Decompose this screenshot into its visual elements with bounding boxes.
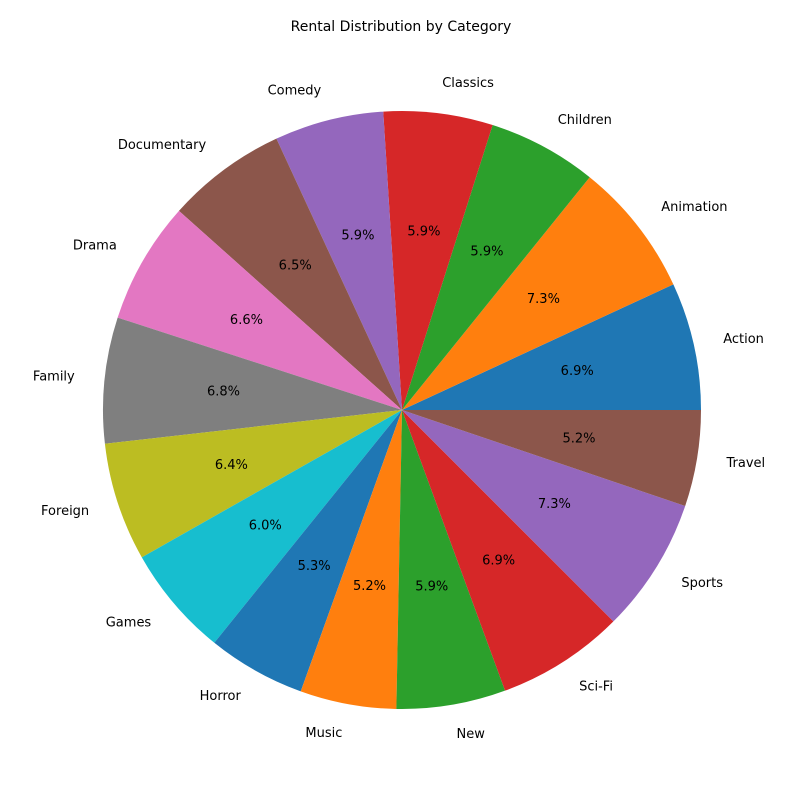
slice-percent-family: 6.8% (207, 384, 240, 399)
slice-label-animation: Animation (661, 200, 727, 215)
pie-slice-new (396, 410, 506, 710)
slice-label-travel: Travel (726, 456, 766, 471)
slice-percent-animation: 7.3% (527, 292, 560, 307)
pie-slice-sci-fi (402, 410, 614, 691)
slice-label-sports: Sports (681, 576, 723, 591)
pie-slice-comedy (276, 111, 402, 410)
slice-percent-documentary: 6.5% (279, 258, 312, 273)
slice-label-drama: Drama (73, 239, 117, 254)
pie-slice-foreign (104, 410, 402, 558)
slice-label-new: New (457, 727, 486, 742)
chart-title: Rental Distribution by Category (291, 19, 512, 35)
slice-label-games: Games (106, 615, 152, 630)
pie-slice-music (300, 410, 402, 709)
pie-labels: Action Animation Children Classics Comedy Doc… (33, 76, 765, 742)
pie-slice-classics (383, 111, 493, 411)
slice-percent-classics: 5.9% (407, 224, 440, 239)
pie-percent-labels: 6.9% 7.3% 5.9% 5.9% 5.9% 6.5% 6.6% 6.8% 6.4% 6.0%… (207, 224, 596, 594)
slice-label-children: Children (558, 113, 612, 128)
slice-label-horror: Horror (200, 689, 242, 704)
pie-slice-sports (402, 410, 686, 622)
slice-label-family: Family (33, 369, 75, 384)
pie-slice-drama (117, 210, 403, 410)
slice-percent-drama: 6.6% (230, 313, 263, 328)
slice-percent-sports: 7.3% (538, 497, 571, 512)
pie-slice-documentary (178, 138, 402, 410)
slice-percent-foreign: 6.4% (215, 458, 248, 473)
slice-percent-new: 5.9% (415, 579, 448, 594)
slice-label-sci-fi: Sci-Fi (579, 680, 613, 695)
slice-label-comedy: Comedy (268, 84, 322, 99)
pie-slice-games (141, 410, 402, 643)
slice-percent-action: 6.9% (561, 364, 594, 379)
slice-percent-travel: 5.2% (562, 432, 595, 447)
pie-slice-travel (402, 410, 701, 506)
slice-label-music: Music (305, 726, 342, 741)
slice-label-action: Action (723, 332, 764, 347)
slice-percent-children: 5.9% (470, 244, 503, 259)
pie-slice-action (402, 284, 701, 410)
slice-label-foreign: Foreign (41, 504, 89, 519)
pie-slice-horror (214, 410, 402, 692)
slice-label-classics: Classics (442, 76, 494, 91)
slice-percent-games: 6.0% (249, 519, 282, 534)
slice-percent-horror: 5.3% (298, 559, 331, 574)
pie-slice-children (402, 125, 590, 410)
slice-label-documentary: Documentary (118, 138, 207, 153)
pie-slice-family (102, 317, 402, 444)
slice-percent-sci-fi: 6.9% (482, 554, 515, 569)
slice-percent-music: 5.2% (353, 579, 386, 594)
pie-slices (102, 111, 701, 710)
slice-percent-comedy: 5.9% (341, 229, 374, 244)
pie-slice-animation (402, 177, 674, 410)
